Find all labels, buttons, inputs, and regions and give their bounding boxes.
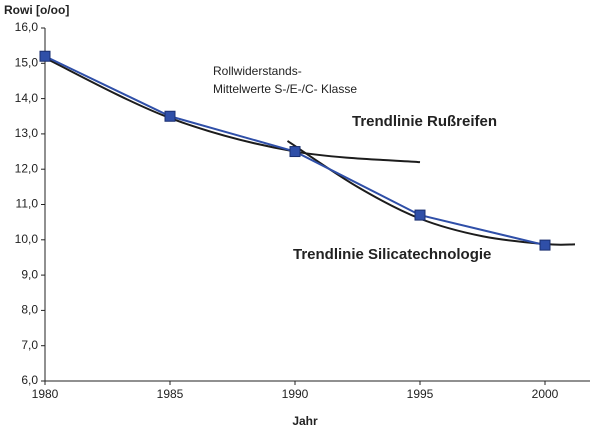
annotation: Trendlinie Rußreifen <box>352 113 497 130</box>
marker <box>539 239 551 251</box>
marker <box>39 50 51 62</box>
annotation: Trendlinie Silicatechnologie <box>293 246 491 263</box>
x-tick-label: 2000 <box>532 387 559 401</box>
x-tick-label: 1980 <box>32 387 59 401</box>
y-tick-label: 6,0 <box>21 373 38 387</box>
y-tick-label: 12,0 <box>15 161 39 175</box>
y-tick-label: 15,0 <box>15 55 39 69</box>
y-tick-label: 7,0 <box>21 338 38 352</box>
y-tick-label: 13,0 <box>15 126 39 140</box>
y-tick-label: 16,0 <box>15 20 39 34</box>
marker <box>289 146 301 158</box>
y-tick-label: 11,0 <box>16 197 39 211</box>
series-line <box>44 57 421 164</box>
marker <box>164 110 176 122</box>
x-tick-label: 1995 <box>407 387 434 401</box>
annotation: Rollwiderstands- <box>213 64 302 78</box>
y-tick-label: 14,0 <box>15 91 39 105</box>
y-tick-label: 9,0 <box>21 267 38 281</box>
y-tick-label: 10,0 <box>15 232 39 246</box>
x-tick-label: 1990 <box>282 387 309 401</box>
marker <box>414 209 426 221</box>
y-axis-label: Rowi [o/oo] <box>4 3 69 17</box>
annotation: Mittelwerte S-/E-/C- Klasse <box>213 82 357 96</box>
y-tick-label: 8,0 <box>21 303 38 317</box>
x-tick-label: 1985 <box>157 387 184 401</box>
x-axis-label: Jahr <box>292 414 318 428</box>
